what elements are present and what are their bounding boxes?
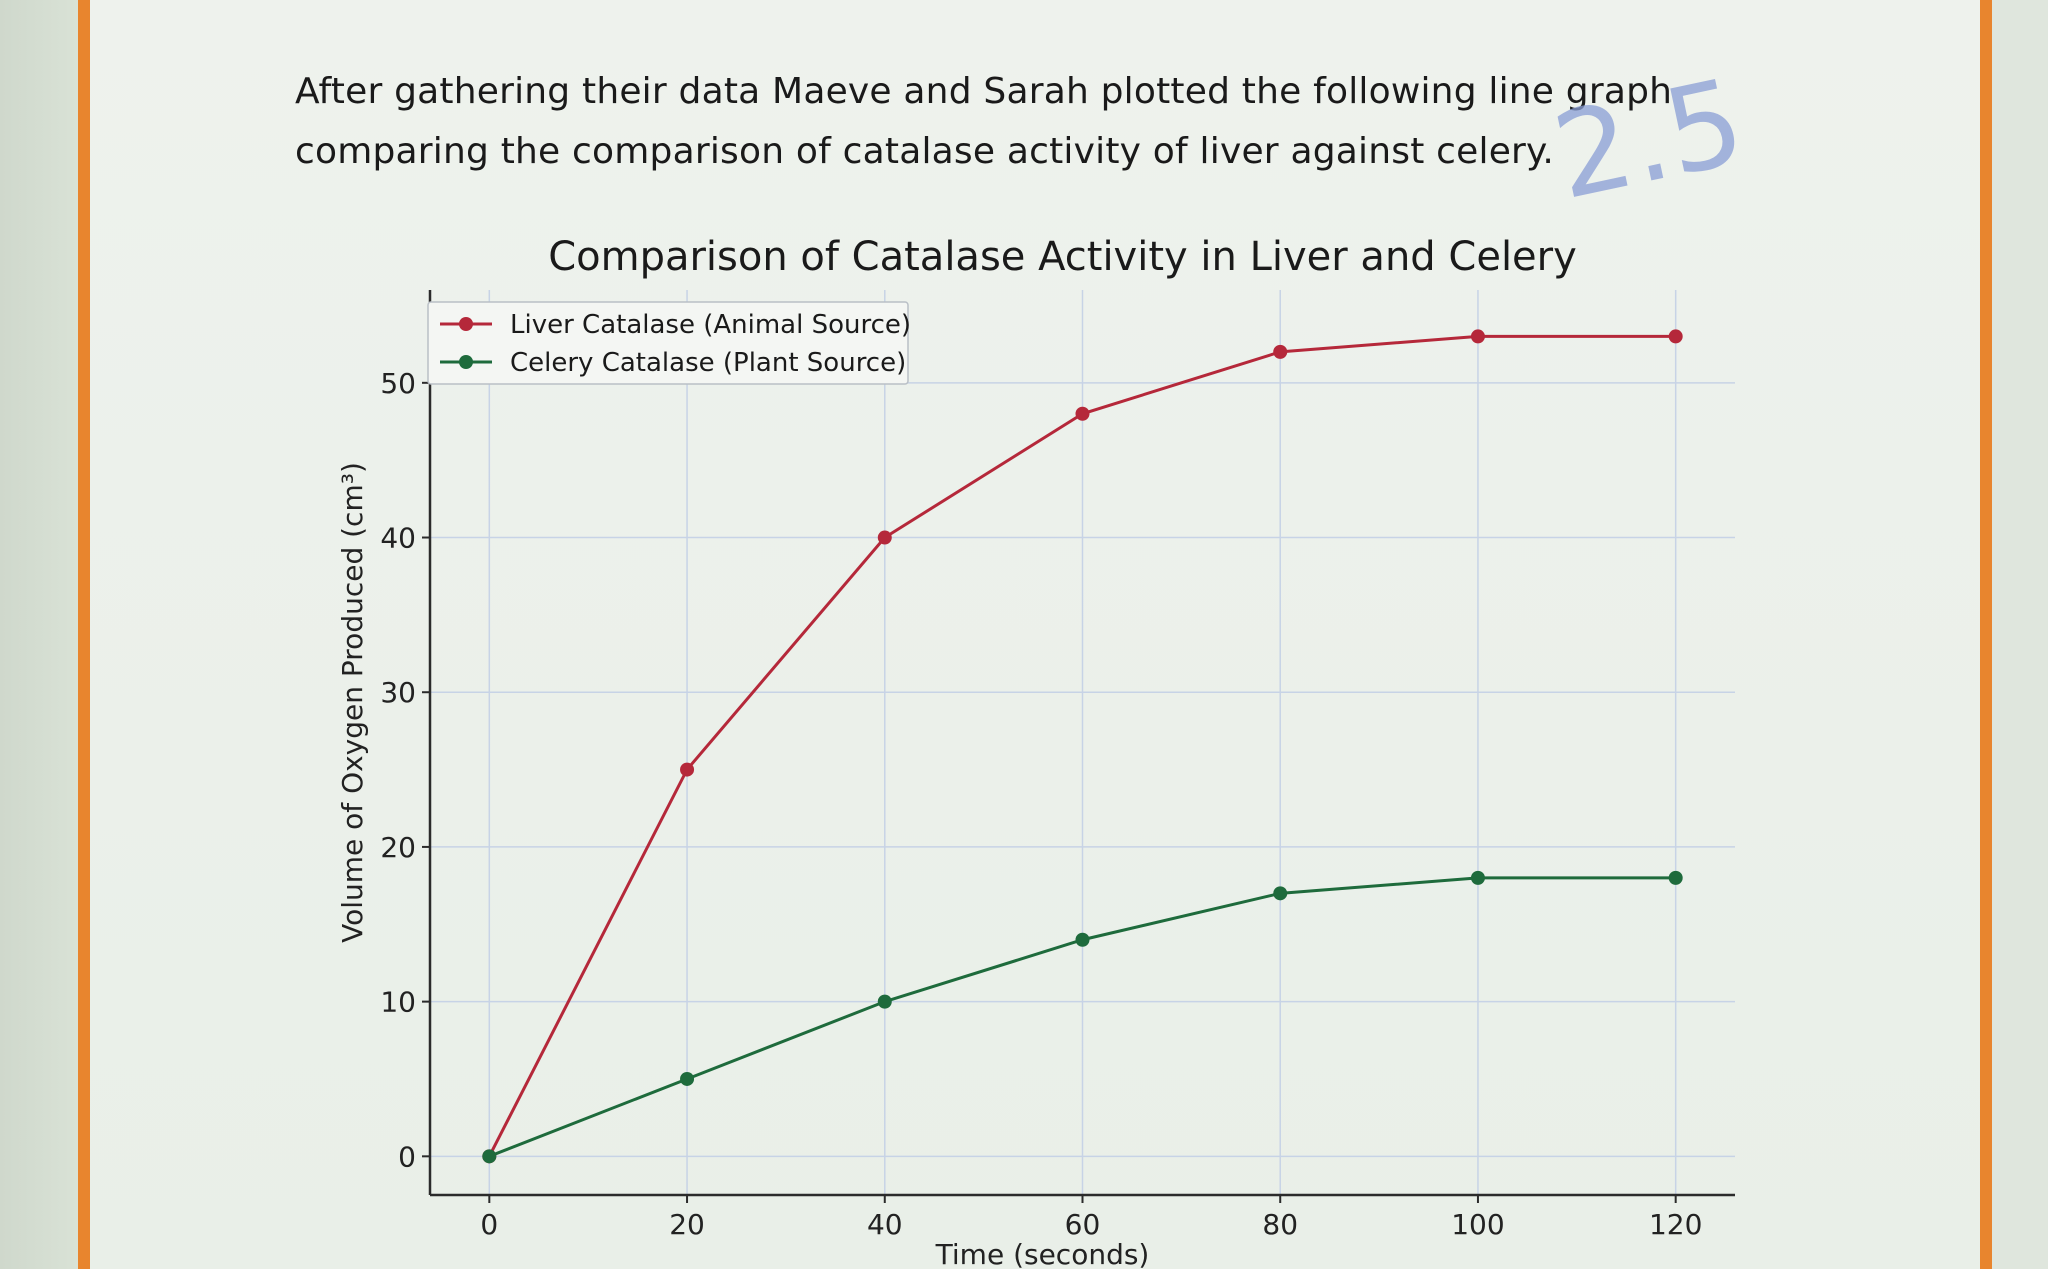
legend-box xyxy=(427,301,909,385)
x-tick-label: 0 xyxy=(480,1208,498,1241)
worksheet-page xyxy=(90,0,1980,1269)
data-point-1 xyxy=(1075,932,1090,947)
orange-frame-right xyxy=(1980,0,1992,1269)
y-tick-label: 0 xyxy=(398,1140,416,1173)
data-point-0 xyxy=(1273,344,1288,359)
x-tick-label: 40 xyxy=(867,1208,903,1241)
data-point-1 xyxy=(877,994,892,1009)
legend-label: Celery Catalase (Plant Source) xyxy=(510,348,906,378)
y-tick-label: 30 xyxy=(380,676,416,709)
x-tick-label: 20 xyxy=(669,1208,705,1241)
x-axis-label: Time (seconds) xyxy=(935,1238,1150,1269)
intro-text: After gathering their data Maeve and Sar… xyxy=(295,62,1695,182)
y-tick-label: 40 xyxy=(380,522,416,555)
x-tick-label: 60 xyxy=(1065,1208,1101,1241)
x-tick-label: 120 xyxy=(1649,1208,1702,1241)
series-group xyxy=(482,329,1683,1164)
data-point-0 xyxy=(680,762,695,777)
data-point-1 xyxy=(1273,886,1288,901)
legend-swatch-marker xyxy=(459,355,473,369)
right-bezel xyxy=(1992,0,2048,1269)
data-point-1 xyxy=(1668,870,1683,885)
left-bezel xyxy=(0,0,78,1269)
ticks: 0 20 40 60 80 100 120 0 10 20 30 40 50 xyxy=(380,367,1702,1241)
y-tick-label: 20 xyxy=(380,831,416,864)
legend-label: Liver Catalase (Animal Source) xyxy=(510,310,911,340)
data-point-0 xyxy=(1470,329,1485,344)
legend: Liver Catalase (Animal Source) Celery Cat… xyxy=(427,301,911,385)
chart-title: Comparison of Catalase Activity in Liver… xyxy=(548,234,1577,280)
x-tick-label: 80 xyxy=(1262,1208,1298,1241)
intro-line-2: comparing the comparison of catalase act… xyxy=(295,131,1555,172)
data-point-1 xyxy=(482,1149,497,1164)
x-tick-label: 100 xyxy=(1451,1208,1504,1241)
data-point-1 xyxy=(1470,870,1485,885)
legend-swatch-marker xyxy=(459,317,473,331)
data-point-1 xyxy=(680,1071,695,1086)
intro-line-1: After gathering their data Maeve and Sar… xyxy=(295,71,1673,112)
y-tick-label: 50 xyxy=(380,367,416,400)
data-point-0 xyxy=(877,530,892,545)
grid-lines xyxy=(430,290,1735,1195)
y-axis-label: Volume of Oxygen Produced (cm³) xyxy=(336,462,369,943)
data-point-0 xyxy=(1668,329,1683,344)
data-point-0 xyxy=(1075,406,1090,421)
orange-frame-left xyxy=(78,0,90,1269)
y-tick-label: 10 xyxy=(380,986,416,1019)
